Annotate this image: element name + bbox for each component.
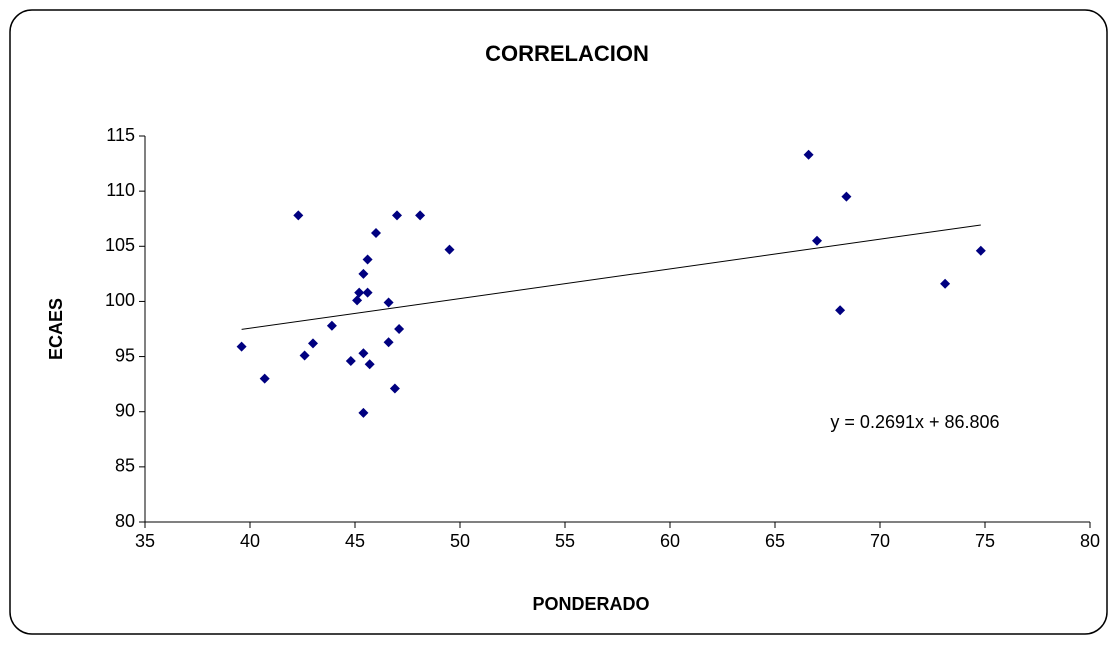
data-point (383, 297, 394, 308)
y-tick-label: 90 (115, 400, 135, 420)
data-point (299, 350, 310, 361)
data-point (415, 210, 426, 221)
data-point (364, 359, 375, 370)
x-tick-label: 35 (135, 531, 155, 551)
data-point (293, 210, 304, 221)
data-point (835, 305, 846, 316)
data-point (354, 287, 365, 298)
y-tick-label: 115 (106, 125, 135, 145)
x-tick-label: 65 (765, 531, 785, 551)
data-point (383, 337, 394, 348)
x-tick-label: 70 (870, 531, 890, 551)
chart-frame (9, 9, 1108, 635)
data-point (345, 355, 356, 366)
data-point (358, 268, 369, 279)
data-point (326, 320, 337, 331)
x-tick-label: 80 (1080, 531, 1100, 551)
data-point (389, 383, 400, 394)
data-point (308, 338, 318, 349)
data-point (975, 245, 986, 256)
x-tick-label: 50 (450, 531, 470, 551)
data-point (812, 235, 822, 246)
data-point (358, 407, 369, 418)
data-point (362, 287, 373, 298)
y-tick-label: 80 (115, 511, 135, 531)
trendline (241, 224, 981, 330)
x-tick-label: 55 (555, 531, 575, 551)
data-point (940, 278, 951, 289)
data-point (394, 324, 405, 334)
y-tick-label: 105 (105, 235, 135, 255)
x-tick-label: 60 (660, 531, 680, 551)
data-point (371, 228, 381, 239)
y-tick-label: 85 (115, 456, 135, 476)
x-axis-label: PONDERADO (532, 594, 649, 614)
y-axis-label: ECAES (46, 298, 66, 360)
x-tick-label: 40 (240, 531, 260, 551)
data-point (841, 191, 852, 202)
chart-title: CORRELACION (485, 41, 649, 66)
x-tick-label: 45 (345, 531, 365, 551)
data-point (444, 244, 455, 255)
data-point (392, 210, 402, 221)
data-point (236, 341, 247, 352)
x-tick-label: 75 (975, 531, 995, 551)
y-tick-label: 95 (115, 345, 135, 365)
data-point (803, 149, 814, 160)
data-point (352, 295, 363, 306)
data-point (259, 373, 270, 384)
y-tick-label: 110 (106, 180, 135, 200)
data-point (358, 348, 369, 359)
data-point (362, 254, 373, 265)
y-tick-label: 100 (105, 290, 135, 310)
trendline-equation: y = 0.2691x + 86.806 (830, 412, 999, 432)
